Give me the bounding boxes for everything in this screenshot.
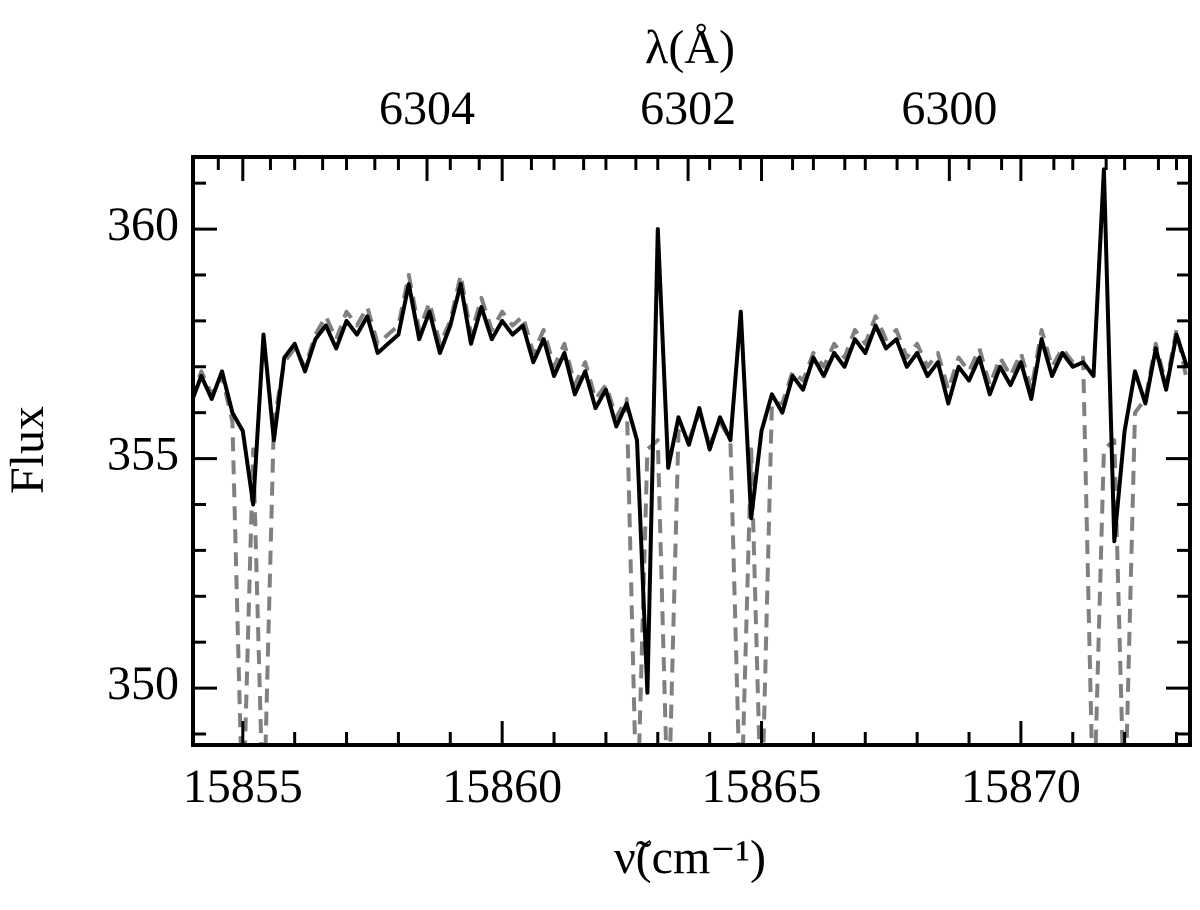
plot-area <box>193 167 1189 745</box>
x2-tick-label: 6302 <box>640 82 736 135</box>
x-tick-label: 15860 <box>442 760 562 813</box>
x-tick-label: 15855 <box>183 760 303 813</box>
x-axis-label: ν̃(cm⁻¹) <box>614 831 766 884</box>
series-line <box>193 167 1189 695</box>
x2-tick-label: 6300 <box>901 82 997 135</box>
plot-frame <box>191 155 1192 747</box>
y-tick-label: 350 <box>107 657 179 710</box>
x-tick-label: 15870 <box>961 760 1081 813</box>
x-tick-label: 15865 <box>702 760 822 813</box>
x2-axis-label: λ(Å) <box>645 21 735 74</box>
y-tick-label: 355 <box>107 428 179 481</box>
y-tick-label: 360 <box>107 198 179 251</box>
x2-tick-label: 6304 <box>379 82 475 135</box>
y-axis-label: Flux <box>1 406 54 494</box>
